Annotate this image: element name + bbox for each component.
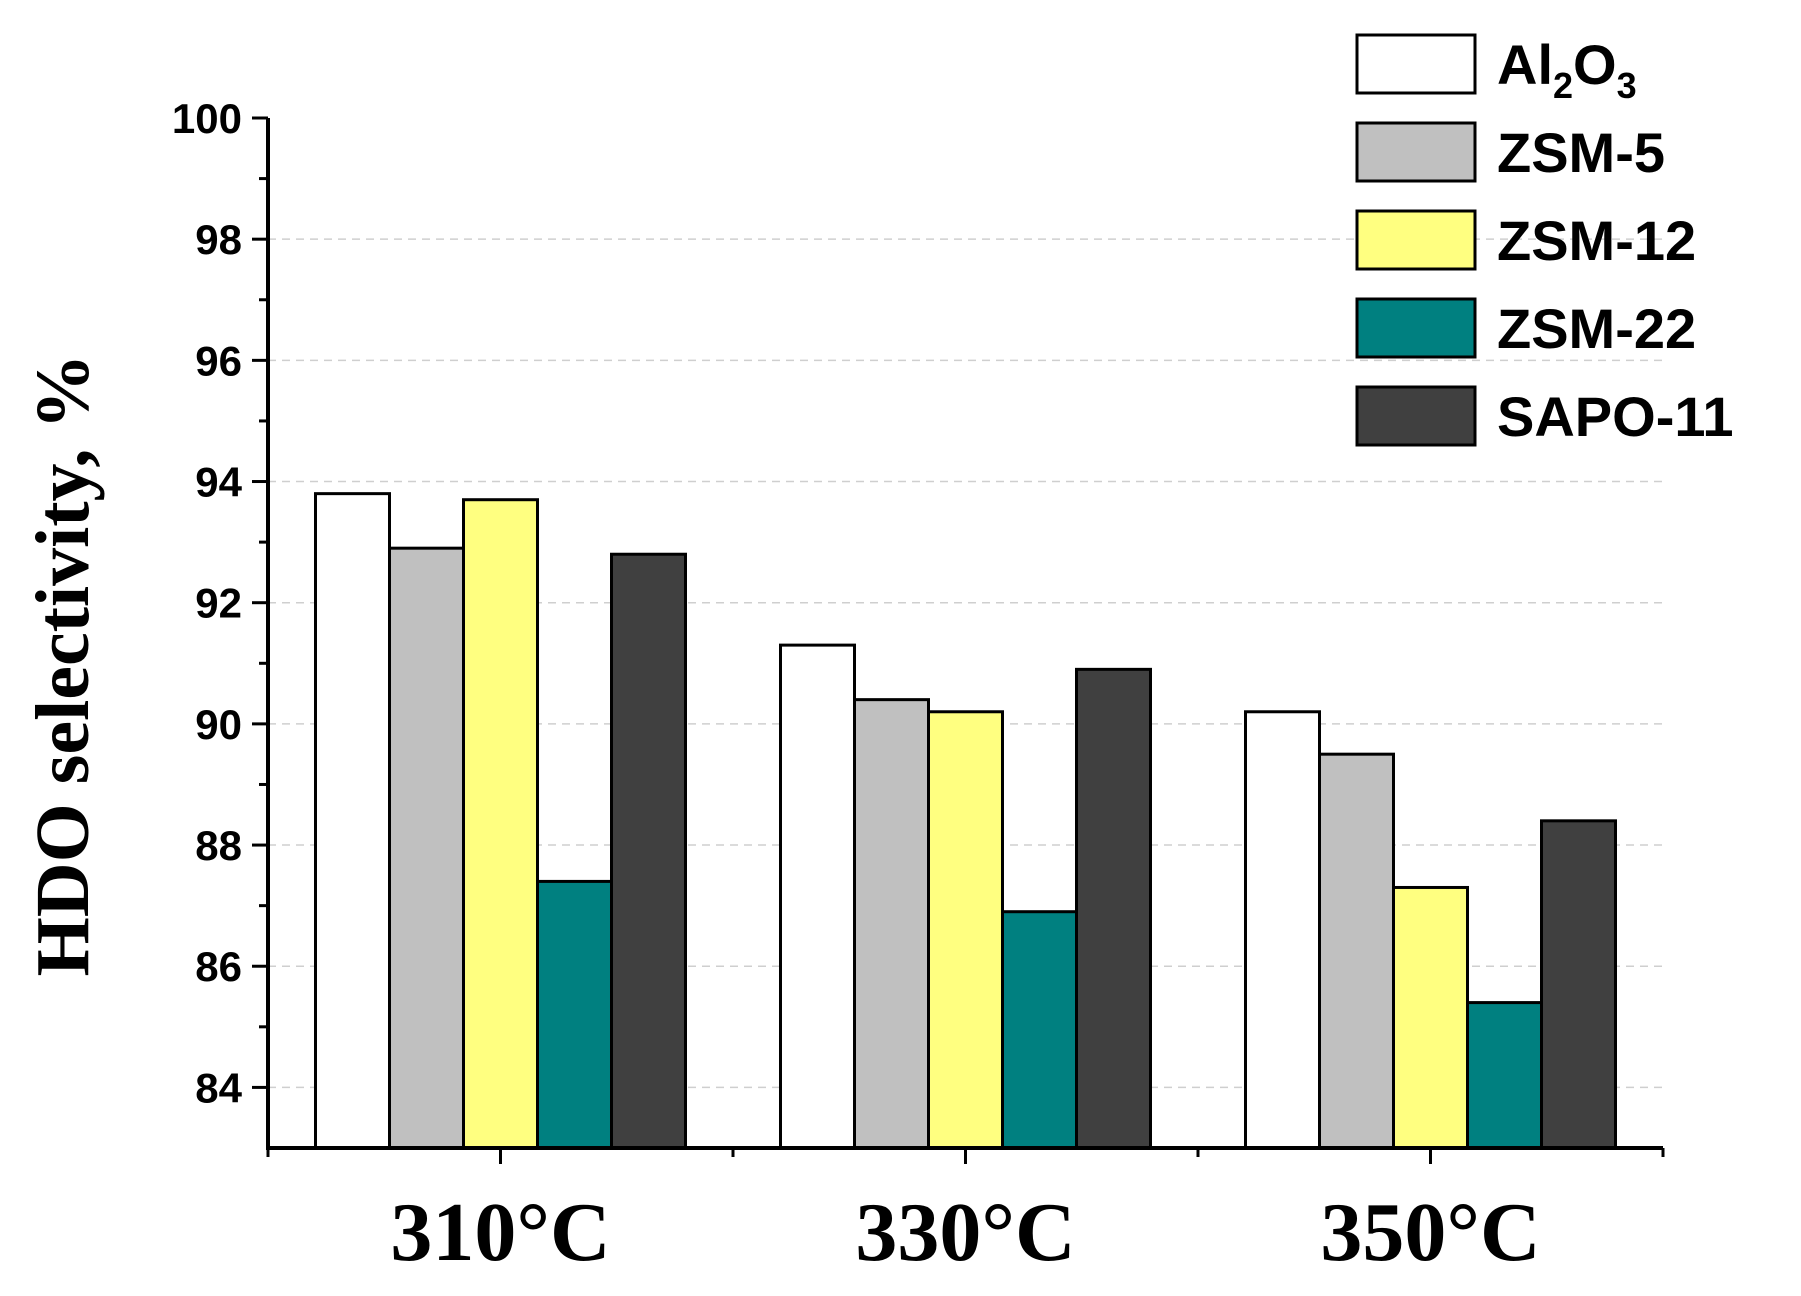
y-tick-label: 90	[195, 701, 242, 748]
y-tick-label: 84	[195, 1064, 242, 1111]
y-tick-label: 86	[195, 943, 242, 990]
bar	[1540, 819, 1617, 1150]
bar	[779, 643, 856, 1150]
legend-swatch	[1355, 385, 1477, 447]
bar	[536, 879, 613, 1150]
bar	[1001, 910, 1078, 1150]
bar	[1392, 885, 1469, 1150]
legend-swatch	[1355, 121, 1477, 183]
legend-label: Al2O3	[1497, 33, 1637, 106]
legend: Al2O3 ZSM-5 ZSM-12 ZSM-22 SAPO-11	[1355, 33, 1734, 448]
bar	[314, 492, 391, 1150]
legend-swatch	[1355, 297, 1477, 359]
bar	[853, 698, 930, 1150]
axes	[252, 116, 1665, 1164]
legend-label: SAPO-11	[1497, 385, 1734, 448]
tick-labels: 84 86 88 90 92 94 96 98 100 310°C 330°C 350°C	[172, 95, 1541, 1279]
legend-label: ZSM-22	[1497, 297, 1696, 360]
y-axis-title: HDO selectivity, %	[21, 354, 105, 977]
bar	[1075, 667, 1152, 1150]
x-tick-label: 330°C	[855, 1186, 1075, 1279]
legend-swatch	[1355, 33, 1477, 95]
bar	[927, 710, 1004, 1150]
y-tick-label: 92	[195, 580, 242, 627]
y-tick-label: 96	[195, 337, 242, 384]
y-tick-label: 98	[195, 216, 242, 263]
legend-label: ZSM-12	[1497, 209, 1696, 272]
y-tick-label: 94	[195, 459, 242, 506]
legend-swatch	[1355, 209, 1477, 271]
bar	[1318, 752, 1395, 1150]
bar	[1466, 1001, 1543, 1150]
bar	[1244, 710, 1321, 1150]
y-tick-label: 100	[172, 95, 242, 142]
bar	[610, 552, 687, 1150]
y-tick-label: 88	[195, 822, 242, 869]
bar	[462, 498, 539, 1150]
bars	[314, 492, 1617, 1150]
x-tick-label: 310°C	[390, 1186, 610, 1279]
legend-label: ZSM-5	[1497, 121, 1665, 184]
bar	[388, 546, 465, 1150]
x-tick-label: 350°C	[1320, 1186, 1540, 1279]
